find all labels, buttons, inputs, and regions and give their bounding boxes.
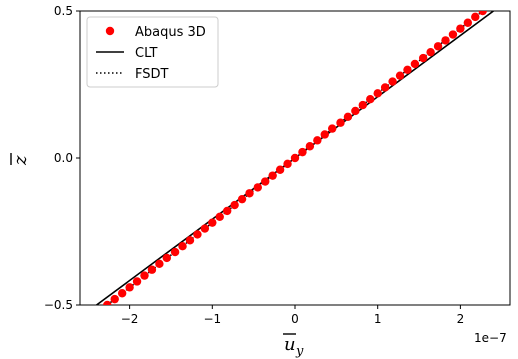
svg-text:y: y — [295, 344, 304, 359]
abaqus-point — [162, 253, 172, 263]
abaqus-point — [463, 18, 473, 27]
abaqus-point — [328, 124, 337, 133]
abaqus-point — [170, 247, 180, 257]
abaqus-point — [380, 83, 390, 92]
abaqus-point — [215, 212, 224, 221]
abaqus-point — [117, 289, 127, 298]
abaqus-point — [358, 100, 368, 110]
abaqus-point — [305, 142, 315, 151]
abaqus-point — [456, 24, 465, 33]
abaqus-point — [147, 265, 157, 274]
abaqus-point — [237, 194, 247, 204]
abaqus-point — [448, 30, 458, 39]
legend-box — [86, 16, 219, 88]
abaqus-point — [313, 136, 322, 145]
svg-text:z: z — [10, 155, 31, 166]
abaqus-point — [125, 283, 134, 292]
abaqus-point — [275, 165, 285, 174]
abaqus-point — [441, 36, 450, 45]
abaqus-point — [373, 89, 382, 98]
abaqus-point — [200, 224, 210, 233]
x-axis-ticks: −2 −1 0 1 2 — [121, 305, 464, 326]
abaqus-point — [193, 230, 202, 239]
abaqus-point — [140, 271, 149, 280]
x-tick-label: −1 — [203, 312, 221, 326]
abaqus-point — [245, 189, 254, 198]
y-tick-label: 0.5 — [54, 4, 73, 18]
abaqus-point — [230, 200, 239, 210]
abaqus-point — [403, 65, 412, 75]
y-tick-label: −0.5 — [44, 298, 73, 312]
abaqus-point — [261, 177, 270, 186]
abaqus-point — [471, 12, 480, 22]
x-offset-label: 1e−7 — [474, 331, 507, 345]
abaqus-point — [433, 42, 443, 51]
abaqus-point — [253, 183, 262, 192]
legend: Abaqus 3D CLT FSDT — [86, 16, 219, 88]
abaqus-point — [478, 11, 487, 16]
legend-marker-abaqus-3d — [105, 26, 115, 36]
abaqus-point — [388, 77, 397, 86]
abaqus-point — [283, 159, 292, 169]
legend-label-fsdt: FSDT — [135, 67, 169, 82]
abaqus-point — [418, 53, 428, 63]
abaqus-point — [132, 277, 142, 286]
x-tick-label: 0 — [291, 312, 299, 326]
abaqus-point — [185, 236, 195, 245]
svg-text:u: u — [284, 334, 296, 355]
x-tick-label: −2 — [121, 312, 139, 326]
abaqus-point — [268, 171, 277, 180]
abaqus-point — [178, 242, 187, 251]
abaqus-point — [110, 294, 119, 304]
abaqus-point — [298, 147, 307, 157]
abaqus-point — [395, 71, 405, 80]
abaqus-point — [343, 112, 353, 122]
abaqus-point — [336, 118, 345, 127]
abaqus-point — [222, 206, 232, 216]
y-axis-ticks: −0.5 0.0 0.5 — [44, 4, 80, 312]
series-layer — [96, 11, 494, 305]
abaqus-point — [290, 153, 300, 163]
abaqus-point — [103, 300, 112, 305]
abaqus-point — [366, 95, 375, 104]
y-axis-label: z — [10, 153, 31, 166]
abaqus-point — [410, 59, 420, 69]
abaqus-point — [208, 218, 217, 227]
abaqus-point — [426, 47, 435, 57]
abaqus-point — [351, 106, 360, 116]
y-tick-label: 0.0 — [54, 151, 73, 165]
legend-label-abaqus-3d: Abaqus 3D — [135, 25, 206, 40]
abaqus-point — [155, 259, 164, 269]
legend-label-clt: CLT — [135, 46, 158, 61]
x-axis-label: u y — [283, 333, 304, 359]
x-tick-label: 1 — [374, 312, 382, 326]
x-tick-label: 2 — [457, 312, 465, 326]
abaqus-point — [320, 130, 329, 139]
